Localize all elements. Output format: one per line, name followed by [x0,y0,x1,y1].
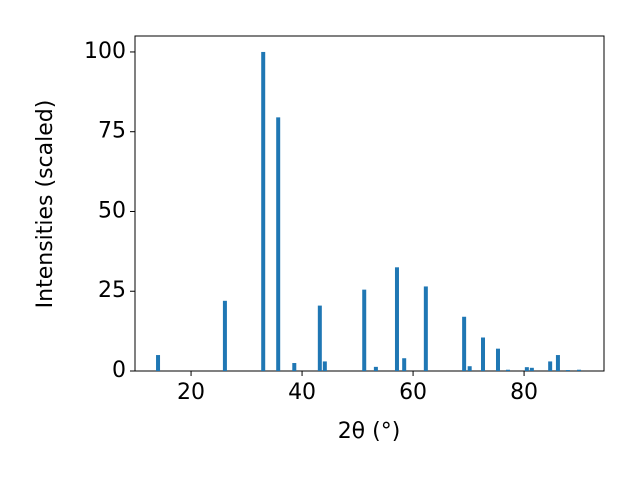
y-tick-label: 0 [112,358,126,383]
x-tick-label: 20 [177,380,205,405]
bar [322,361,327,371]
x-tick-label: 80 [510,380,538,405]
bar [577,369,582,371]
bar [524,367,529,371]
bar [362,289,367,371]
x-tick-label: 40 [288,380,316,405]
bar [462,316,467,371]
y-tick-label: 75 [98,119,126,144]
bar [565,370,570,371]
bar [261,51,266,371]
bar [505,369,510,371]
y-tick-label: 50 [98,198,126,223]
bar [276,117,281,371]
bar [495,348,500,371]
bar [156,355,161,371]
bar [292,363,297,371]
bar [529,367,534,371]
bar [394,267,399,371]
bar [222,300,227,371]
bar [373,366,378,371]
y-axis-label: Intensities (scaled) [33,100,58,309]
bar [548,361,553,371]
bar [555,355,560,371]
y-tick-label: 100 [84,39,126,64]
y-tick-label: 25 [98,278,126,303]
x-tick-label: 60 [399,380,427,405]
bar [317,305,322,371]
bar [467,366,472,371]
x-axis-label: 2θ (°) [338,419,401,444]
bar [481,337,486,371]
bar [423,286,428,371]
plot-frame [134,35,605,372]
bar [402,358,407,371]
